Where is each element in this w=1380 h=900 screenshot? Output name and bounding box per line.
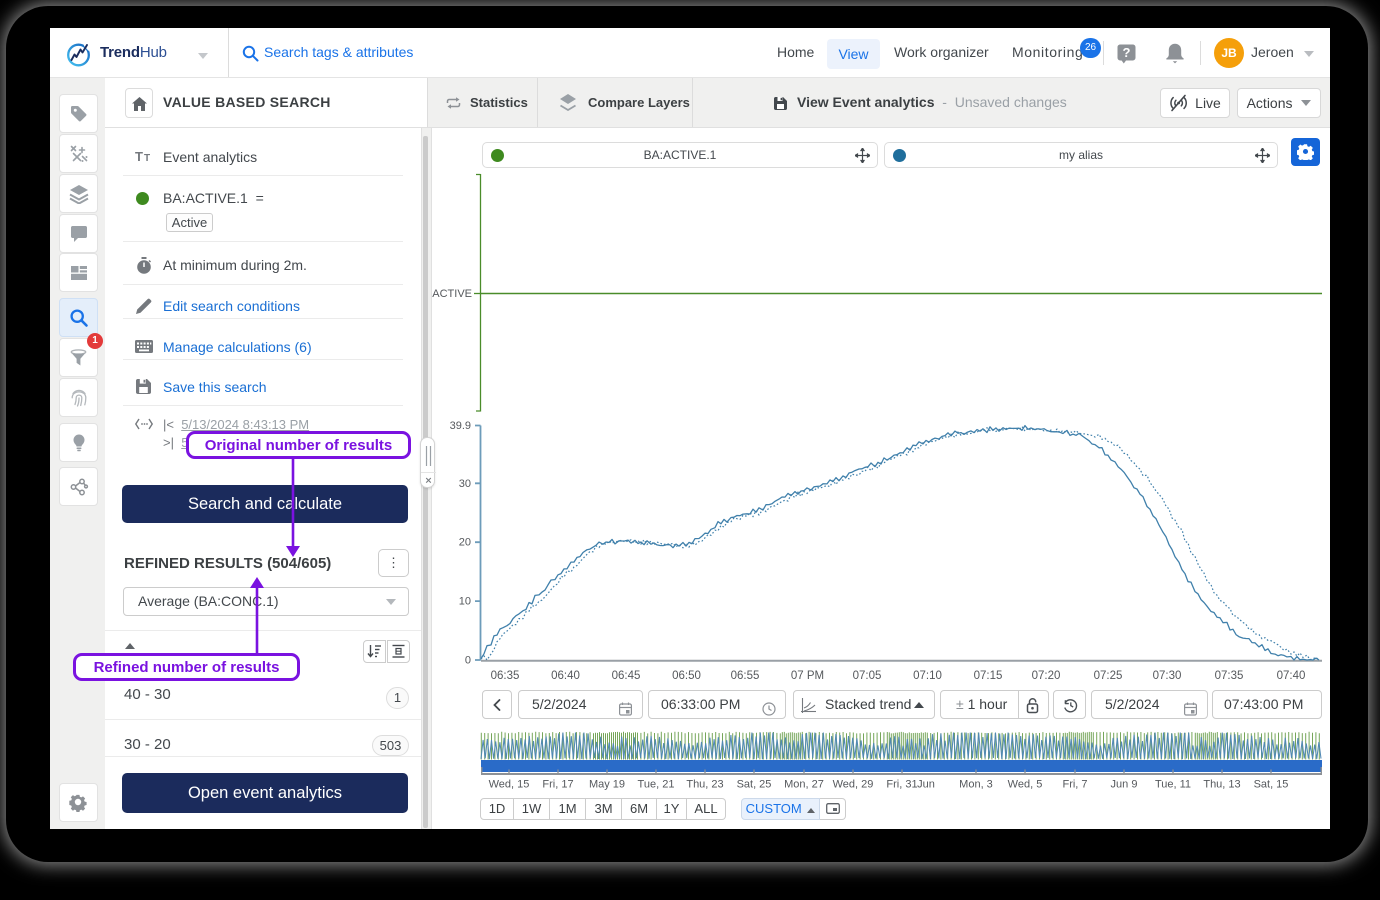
svg-text:Jun: Jun <box>917 779 935 791</box>
svg-text:07:35: 07:35 <box>1215 670 1244 682</box>
svg-text:07:30: 07:30 <box>1153 670 1182 682</box>
svg-text:Sat, 25: Sat, 25 <box>737 779 772 791</box>
svg-text:Sat, 15: Sat, 15 <box>1254 779 1289 791</box>
svg-text:06:55: 06:55 <box>731 670 760 682</box>
svg-text:07:20: 07:20 <box>1032 670 1061 682</box>
svg-text:07:25: 07:25 <box>1094 670 1123 682</box>
svg-text:Fri, 17: Fri, 17 <box>542 779 573 791</box>
svg-text:06:45: 06:45 <box>612 670 641 682</box>
svg-text:Mon, 3: Mon, 3 <box>959 779 993 791</box>
svg-text:May 19: May 19 <box>589 779 625 791</box>
svg-text:07:40: 07:40 <box>1277 670 1306 682</box>
svg-text:Wed, 29: Wed, 29 <box>833 779 874 791</box>
svg-text:Thu, 13: Thu, 13 <box>1203 779 1240 791</box>
svg-text:06:50: 06:50 <box>672 670 701 682</box>
svg-text:06:40: 06:40 <box>551 670 580 682</box>
svg-text:T: T <box>144 153 150 164</box>
svg-text:Thu, 23: Thu, 23 <box>686 779 723 791</box>
svg-text:07 PM: 07 PM <box>791 670 824 682</box>
svg-text:Mon, 27: Mon, 27 <box>784 779 824 791</box>
svg-text:Fri, 7: Fri, 7 <box>1062 779 1087 791</box>
svg-text:30: 30 <box>459 478 471 490</box>
svg-text:Wed, 15: Wed, 15 <box>489 779 530 791</box>
svg-text:Tue, 21: Tue, 21 <box>638 779 675 791</box>
svg-text:Jun 9: Jun 9 <box>1111 779 1138 791</box>
svg-text:T: T <box>135 149 143 164</box>
svg-text:06:35: 06:35 <box>491 670 520 682</box>
svg-text:ACTIVE: ACTIVE <box>432 288 472 300</box>
svg-text:?: ? <box>1123 45 1131 60</box>
svg-text:Fri, 31: Fri, 31 <box>886 779 917 791</box>
svg-text:20: 20 <box>459 537 471 549</box>
svg-text:07:10: 07:10 <box>913 670 942 682</box>
svg-text:0: 0 <box>465 655 471 667</box>
svg-text:07:05: 07:05 <box>853 670 882 682</box>
svg-text:07:15: 07:15 <box>974 670 1003 682</box>
svg-text:Wed, 5: Wed, 5 <box>1008 779 1043 791</box>
svg-text:Tue, 11: Tue, 11 <box>1155 779 1191 791</box>
svg-text:39.9: 39.9 <box>450 420 471 432</box>
svg-text:10: 10 <box>459 596 471 608</box>
